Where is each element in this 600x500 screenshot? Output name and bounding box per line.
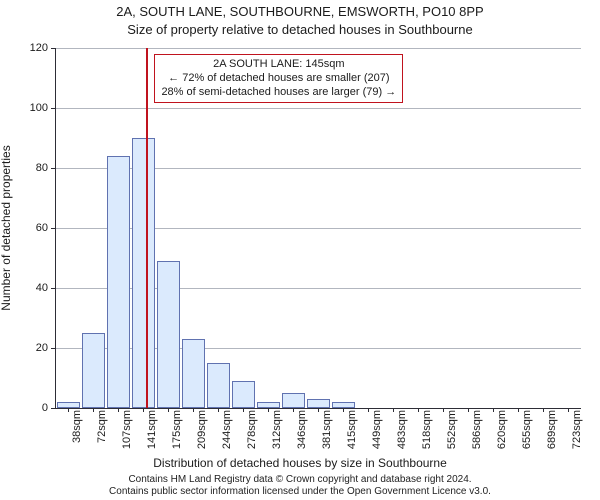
y-tick-mark xyxy=(51,348,55,349)
x-tick-mark xyxy=(218,408,219,412)
y-tick-mark xyxy=(51,288,55,289)
y-tick-label: 100 xyxy=(8,102,48,114)
histogram-bar xyxy=(57,402,81,408)
y-tick-label: 80 xyxy=(8,162,48,174)
x-tick-mark xyxy=(243,408,244,412)
x-tick-label: 244sqm xyxy=(221,410,233,460)
x-tick-mark xyxy=(93,408,94,412)
y-tick-mark xyxy=(51,168,55,169)
x-tick-label: 620sqm xyxy=(496,410,508,460)
histogram-bar xyxy=(257,402,281,408)
histogram-bar xyxy=(157,261,181,408)
x-tick-label: 346sqm xyxy=(296,410,308,460)
histogram-bar xyxy=(182,339,206,408)
x-tick-label: 141sqm xyxy=(146,410,158,460)
x-tick-mark xyxy=(518,408,519,412)
attribution-footer: Contains HM Land Registry data © Crown c… xyxy=(0,474,600,498)
x-tick-mark xyxy=(543,408,544,412)
x-axis-title: Distribution of detached houses by size … xyxy=(0,456,600,470)
chart-root: 2A, SOUTH LANE, SOUTHBOURNE, EMSWORTH, P… xyxy=(0,0,600,500)
histogram-bar xyxy=(107,156,131,408)
y-tick-label: 60 xyxy=(8,222,48,234)
x-tick-mark xyxy=(393,408,394,412)
x-tick-mark xyxy=(343,408,344,412)
x-tick-mark xyxy=(468,408,469,412)
x-tick-label: 689sqm xyxy=(546,410,558,460)
x-tick-label: 72sqm xyxy=(96,410,108,460)
x-tick-label: 415sqm xyxy=(346,410,358,460)
histogram-bar xyxy=(82,333,106,408)
x-tick-mark xyxy=(493,408,494,412)
x-tick-mark xyxy=(368,408,369,412)
annotation-line: ← 72% of detached houses are smaller (20… xyxy=(161,72,396,86)
histogram-bar xyxy=(282,393,306,408)
title-super: 2A, SOUTH LANE, SOUTHBOURNE, EMSWORTH, P… xyxy=(0,4,600,19)
x-tick-mark xyxy=(293,408,294,412)
x-tick-mark xyxy=(568,408,569,412)
property-marker-line xyxy=(146,48,148,408)
annotation-line: 28% of semi-detached houses are larger (… xyxy=(161,86,396,100)
property-annotation-box: 2A SOUTH LANE: 145sqm← 72% of detached h… xyxy=(154,54,403,103)
y-tick-label: 120 xyxy=(8,42,48,54)
x-tick-mark xyxy=(118,408,119,412)
footer-line-2: Contains public sector information licen… xyxy=(0,486,600,498)
y-tick-mark xyxy=(51,108,55,109)
x-tick-label: 381sqm xyxy=(321,410,333,460)
histogram-bar xyxy=(207,363,231,408)
footer-line-1: Contains HM Land Registry data © Crown c… xyxy=(0,474,600,486)
x-tick-label: 38sqm xyxy=(71,410,83,460)
x-tick-mark xyxy=(143,408,144,412)
y-tick-mark xyxy=(51,408,55,409)
y-tick-label: 0 xyxy=(8,402,48,414)
x-tick-label: 586sqm xyxy=(471,410,483,460)
y-tick-mark xyxy=(51,48,55,49)
x-tick-mark xyxy=(418,408,419,412)
x-tick-label: 723sqm xyxy=(571,410,583,460)
x-tick-label: 552sqm xyxy=(446,410,458,460)
gridline xyxy=(56,48,581,49)
x-tick-label: 449sqm xyxy=(371,410,383,460)
annotation-line: 2A SOUTH LANE: 145sqm xyxy=(161,58,396,72)
histogram-bar xyxy=(132,138,156,408)
y-tick-label: 20 xyxy=(8,342,48,354)
histogram-bar xyxy=(232,381,256,408)
x-tick-label: 278sqm xyxy=(246,410,258,460)
histogram-bar xyxy=(332,402,356,408)
x-tick-mark xyxy=(268,408,269,412)
x-tick-mark xyxy=(443,408,444,412)
x-tick-mark xyxy=(168,408,169,412)
x-tick-label: 483sqm xyxy=(396,410,408,460)
title-sub: Size of property relative to detached ho… xyxy=(0,22,600,37)
histogram-bar xyxy=(307,399,331,408)
y-tick-label: 40 xyxy=(8,282,48,294)
y-tick-mark xyxy=(51,228,55,229)
gridline xyxy=(56,108,581,109)
x-tick-label: 107sqm xyxy=(121,410,133,460)
plot-area: 2A SOUTH LANE: 145sqm← 72% of detached h… xyxy=(55,48,581,409)
x-tick-mark xyxy=(68,408,69,412)
x-tick-label: 312sqm xyxy=(271,410,283,460)
x-tick-mark xyxy=(318,408,319,412)
x-tick-label: 175sqm xyxy=(171,410,183,460)
x-tick-label: 655sqm xyxy=(521,410,533,460)
x-tick-label: 518sqm xyxy=(421,410,433,460)
x-tick-mark xyxy=(193,408,194,412)
x-tick-label: 209sqm xyxy=(196,410,208,460)
